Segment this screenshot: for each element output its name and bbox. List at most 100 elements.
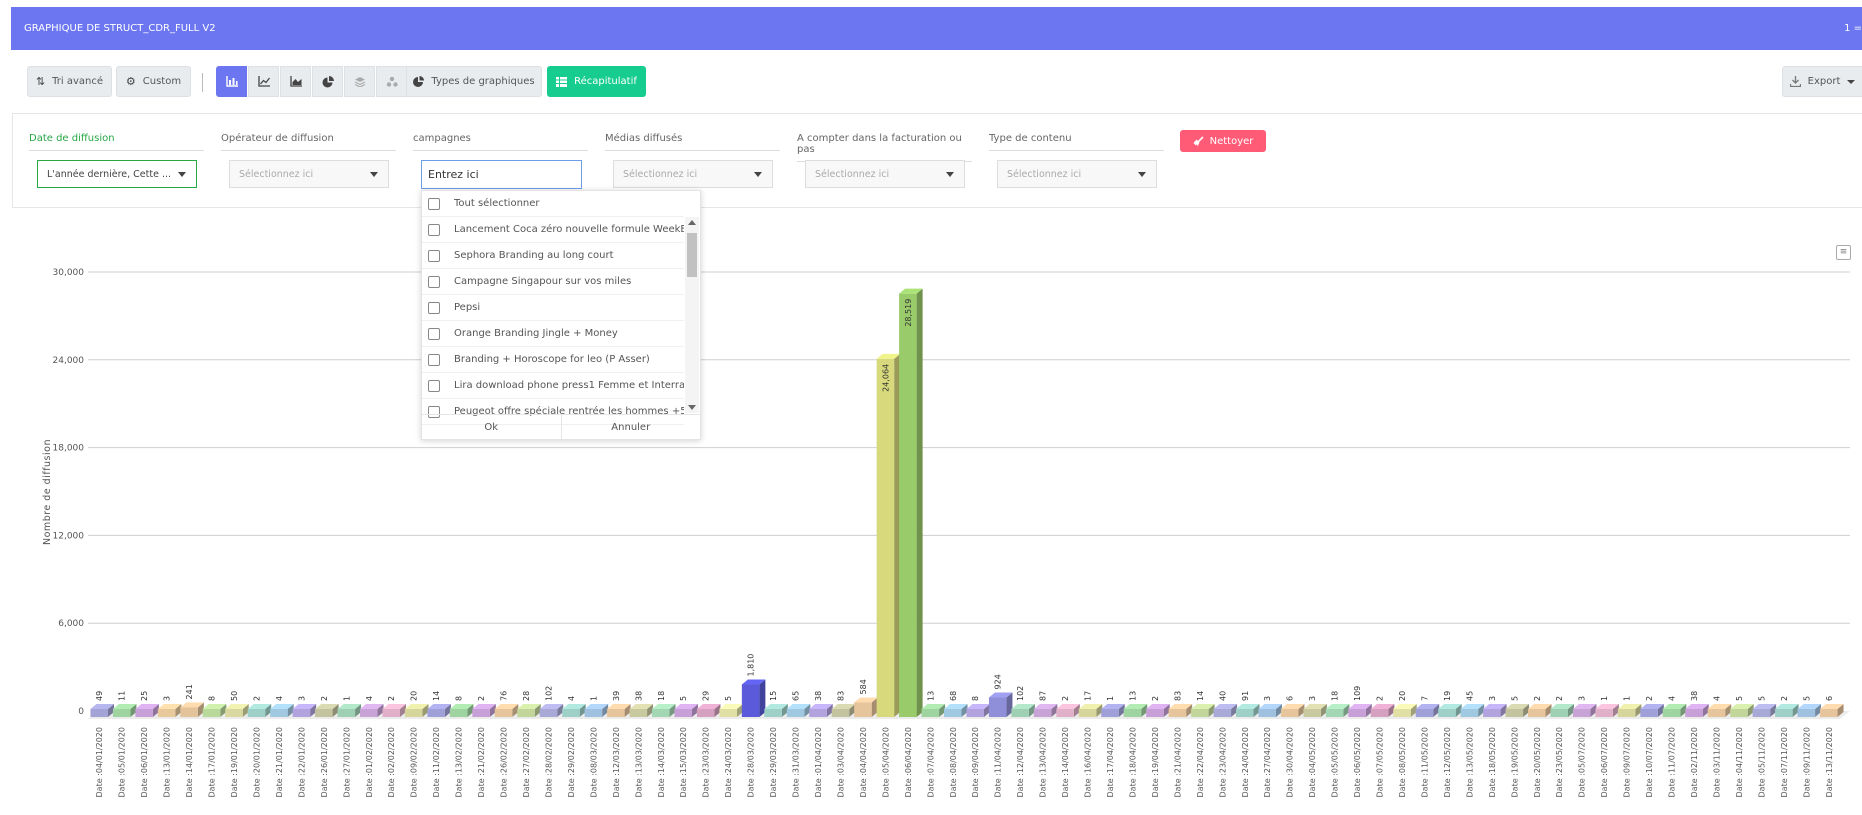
- checkbox[interactable]: [428, 379, 440, 392]
- bar-top: [921, 704, 946, 709]
- data-label: 1: [1623, 696, 1632, 701]
- bar: [1550, 709, 1568, 717]
- data-label: 18: [1331, 691, 1340, 701]
- bar-side: [1455, 704, 1462, 717]
- checkbox[interactable]: [428, 353, 440, 366]
- medias-select-placeholder: Sélectionnez ici: [623, 168, 698, 180]
- bar: [809, 709, 827, 717]
- medias-select[interactable]: Sélectionnez ici: [613, 160, 773, 188]
- filter-label-campagnes: campagnes: [413, 133, 588, 151]
- bar: [1797, 709, 1816, 717]
- facturation-select-placeholder: Sélectionnez ici: [815, 168, 890, 180]
- data-label: 241: [185, 684, 194, 699]
- bar-top: [1820, 704, 1844, 709]
- bar-side: [1320, 704, 1327, 717]
- checkbox[interactable]: [428, 197, 440, 210]
- scroll-up-icon[interactable]: [688, 220, 696, 225]
- nettoyer-button[interactable]: Nettoyer: [1180, 130, 1266, 152]
- export-button[interactable]: Export: [1782, 66, 1862, 97]
- campaign-option[interactable]: Campagne Singapour sur vos miles: [422, 269, 684, 295]
- recapitulatif-button[interactable]: Récapitulatif: [547, 66, 646, 97]
- bar-side: [1725, 704, 1732, 717]
- dropdown-scrollbar[interactable]: [685, 217, 699, 413]
- bar-chart-icon: [225, 76, 238, 87]
- chart-menu-icon[interactable]: ≡: [1836, 245, 1851, 260]
- bar-side: [220, 704, 227, 717]
- bar-chart-button[interactable]: [216, 66, 247, 97]
- bar-top: [202, 704, 227, 709]
- bar: [1236, 709, 1254, 717]
- checkbox[interactable]: [428, 223, 440, 236]
- bar-side: [1096, 704, 1103, 717]
- checkbox[interactable]: [428, 275, 440, 288]
- x-tick-label: Date :16/04/2020: [1084, 727, 1093, 797]
- data-label: 2: [252, 696, 261, 701]
- campaign-option-label: Pepsi: [454, 302, 481, 313]
- bar-side: [1657, 704, 1664, 717]
- bar: [1820, 709, 1838, 717]
- bar-side: [332, 704, 339, 717]
- bar: [1775, 709, 1793, 717]
- cancel-button[interactable]: Annuler: [611, 421, 651, 433]
- bar-side: [939, 704, 946, 717]
- bar-top: [1707, 704, 1732, 709]
- tri-avance-button[interactable]: ⇅ Tri avancé: [27, 66, 112, 97]
- area-chart-button[interactable]: [280, 66, 311, 97]
- data-label: 13: [1128, 691, 1137, 701]
- campaign-option[interactable]: Pepsi: [422, 295, 684, 321]
- select-all-option[interactable]: Tout sélectionner: [422, 191, 684, 217]
- data-label: 6: [1825, 696, 1834, 701]
- checkbox[interactable]: [428, 301, 440, 314]
- bar-side: [781, 704, 788, 717]
- campagnes-search-input[interactable]: Entrez ici: [421, 160, 582, 189]
- x-tick-label: Date :07/04/2020: [926, 727, 935, 797]
- data-label: 2: [1376, 696, 1385, 701]
- ok-button[interactable]: Ok: [422, 415, 562, 439]
- caret-down-icon: [1847, 79, 1856, 84]
- date-select[interactable]: L'année dernière, Cette ...: [37, 160, 197, 188]
- campaign-option[interactable]: Orange Branding Jingle + Money: [422, 321, 684, 347]
- facturation-select[interactable]: Sélectionnez ici: [805, 160, 965, 188]
- scrollbar-thumb[interactable]: [687, 233, 697, 277]
- checkbox[interactable]: [428, 249, 440, 262]
- recapitulatif-label: Récapitulatif: [574, 76, 637, 87]
- types-graphiques-button[interactable]: Types de graphiques: [406, 66, 542, 97]
- x-tick-label: Date :08/03/2020: [589, 727, 598, 797]
- campaign-option[interactable]: Lira download phone press1 Femme et Inte…: [422, 373, 684, 399]
- custom-button[interactable]: ⚙ Custom: [116, 66, 191, 97]
- scatter-chart-button[interactable]: [376, 66, 407, 97]
- bar-top: [966, 704, 990, 709]
- bar: [1011, 709, 1029, 717]
- operateur-select[interactable]: Sélectionnez ici: [229, 160, 389, 188]
- data-label: 2: [1151, 696, 1160, 701]
- scroll-down-icon[interactable]: [688, 405, 696, 410]
- type-contenu-select[interactable]: Sélectionnez ici: [997, 160, 1157, 188]
- bar: [1460, 709, 1479, 717]
- data-label: 4: [365, 696, 374, 701]
- x-tick-label: Date :02/02/2020: [387, 727, 396, 797]
- campagnes-search-value: Entrez ici: [428, 168, 479, 181]
- x-tick-label: Date :19/04/2020: [1151, 727, 1160, 797]
- bar-top: [899, 288, 923, 294]
- campaign-option[interactable]: Sephora Branding au long court: [422, 243, 684, 269]
- data-label: 2: [1645, 696, 1654, 701]
- select-all-label: Tout sélectionner: [454, 198, 540, 209]
- data-label: 14: [1196, 691, 1205, 701]
- x-tick-label: Date :17/01/2020: [208, 727, 217, 797]
- pie-chart-button[interactable]: [312, 66, 343, 97]
- x-tick-label: Date :14/03/2020: [657, 727, 666, 797]
- bar: [988, 697, 1007, 717]
- bar-top: [1685, 704, 1709, 709]
- line-chart-button[interactable]: [248, 66, 279, 97]
- x-tick-label: Date :04/04/2020: [859, 727, 868, 797]
- x-tick-label: Date :30/04/2020: [1286, 727, 1295, 797]
- x-tick-label: Date :05/07/2020: [1578, 727, 1587, 797]
- data-label: 5: [1735, 696, 1744, 701]
- checkbox[interactable]: [428, 327, 440, 340]
- campaign-option[interactable]: Lancement Coca zéro nouvelle formule Wee…: [422, 217, 684, 243]
- chevron-down-icon: [1138, 172, 1146, 177]
- campaign-option[interactable]: Branding + Horoscope for leo (P Asser): [422, 347, 684, 373]
- stacked-chart-button[interactable]: [344, 66, 375, 97]
- bar-top: [225, 704, 249, 709]
- data-label: 5: [1802, 696, 1811, 701]
